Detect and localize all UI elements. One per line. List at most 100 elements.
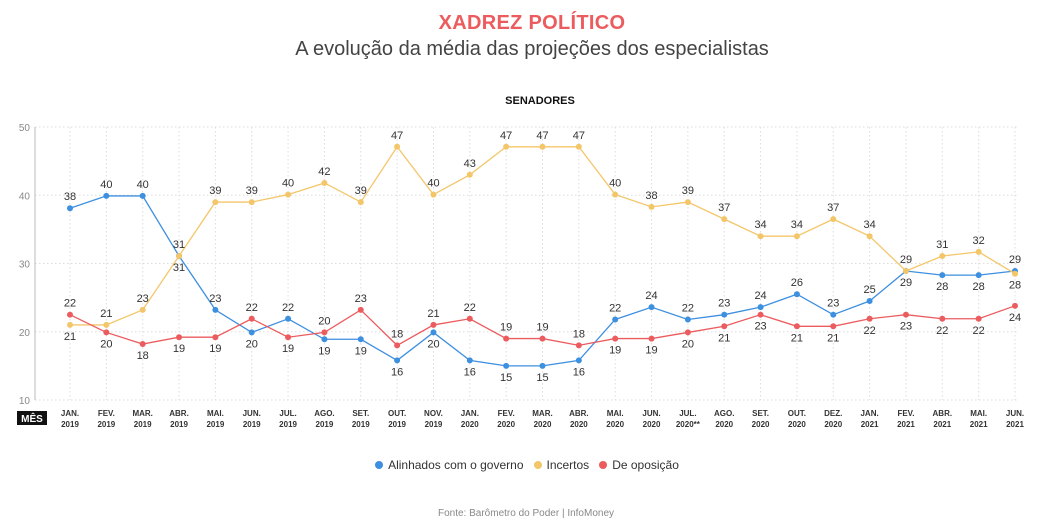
data-point-governo: [830, 311, 837, 318]
data-label-incertos: 43: [464, 158, 476, 170]
x-tick-label-year: 2020: [824, 420, 842, 429]
x-tick-label-year: 2020: [497, 420, 515, 429]
data-label-oposicao: 19: [282, 343, 294, 355]
x-tick-label-month: JAN.: [461, 409, 479, 418]
data-point-governo: [975, 272, 982, 279]
x-tick-label-year: 2021: [933, 420, 951, 429]
data-label-governo: 15: [536, 372, 548, 384]
data-point-incertos: [721, 216, 728, 223]
data-label-incertos: 39: [209, 185, 221, 197]
data-point-oposicao: [757, 311, 764, 318]
data-point-incertos: [394, 143, 401, 150]
data-point-governo: [793, 291, 800, 298]
x-tick-label-month: NOV.: [424, 409, 443, 418]
data-label-governo: 16: [573, 366, 585, 378]
data-label-oposicao: 20: [682, 338, 694, 350]
data-point-governo: [430, 329, 437, 336]
chart-title: XADREZ POLÍTICO: [438, 12, 626, 34]
data-point-oposicao: [139, 341, 146, 348]
data-point-governo: [357, 336, 364, 343]
x-tick-label-year: 2021: [970, 420, 988, 429]
x-tick-label-year: 2021: [861, 420, 879, 429]
data-label-incertos: 38: [645, 190, 657, 202]
x-tick-label-year: 2020: [461, 420, 479, 429]
data-point-oposicao: [394, 342, 401, 349]
data-point-oposicao: [103, 329, 110, 336]
data-label-governo: 40: [100, 179, 112, 191]
data-label-oposicao: 24: [1009, 312, 1021, 324]
data-label-incertos: 39: [682, 185, 694, 197]
data-point-governo: [103, 192, 110, 199]
data-point-incertos: [285, 191, 292, 198]
x-tick-label-month: JUN.: [1006, 409, 1024, 418]
data-label-oposicao: 20: [100, 338, 112, 350]
section-heading: SENADORES: [505, 95, 575, 107]
data-point-incertos: [612, 191, 619, 198]
data-point-incertos: [575, 143, 582, 150]
data-point-incertos: [103, 321, 110, 328]
data-point-governo: [721, 311, 728, 318]
data-point-governo: [139, 192, 146, 199]
x-tick-label-month: AGO.: [314, 409, 334, 418]
data-label-incertos: 21: [64, 331, 76, 343]
data-label-incertos: 47: [500, 130, 512, 142]
data-label-oposicao: 22: [246, 302, 258, 314]
data-label-governo: 24: [754, 290, 766, 302]
legend-item-oposicao: De oposição: [599, 458, 679, 472]
data-label-governo: 16: [391, 366, 403, 378]
x-tick-label-month: ABR.: [933, 409, 953, 418]
data-label-incertos: 34: [791, 219, 803, 231]
data-point-oposicao: [648, 335, 655, 342]
data-label-governo: 23: [827, 298, 839, 310]
data-point-incertos: [357, 199, 364, 206]
data-label-incertos: 40: [282, 178, 294, 190]
data-label-incertos: 29: [900, 277, 912, 289]
x-tick-label-month: FEV.: [897, 409, 914, 418]
data-point-oposicao: [902, 311, 909, 318]
data-label-incertos: 39: [246, 185, 258, 197]
y-tick-label: 10: [19, 396, 31, 407]
data-point-incertos: [539, 143, 546, 150]
data-label-incertos: 34: [754, 219, 766, 231]
data-point-governo: [648, 304, 655, 311]
data-point-governo: [866, 298, 873, 305]
data-label-incertos: 40: [427, 178, 439, 190]
data-point-governo: [248, 329, 255, 336]
data-label-oposicao: 23: [355, 293, 367, 305]
x-tick-label-year: 2020: [606, 420, 624, 429]
data-label-incertos: 39: [355, 185, 367, 197]
data-point-oposicao: [793, 323, 800, 330]
data-label-governo: 23: [718, 298, 730, 310]
x-tick-label-month: MAI.: [970, 409, 987, 418]
x-tick-label-year: 2020: [752, 420, 770, 429]
data-point-incertos: [975, 248, 982, 255]
data-point-incertos: [466, 171, 473, 178]
data-label-incertos: 21: [100, 308, 112, 320]
legend-marker-governo: [375, 461, 384, 469]
data-point-oposicao: [721, 323, 728, 330]
x-tick-label-month: JUL.: [279, 409, 296, 418]
data-point-governo: [503, 362, 510, 369]
data-point-governo: [757, 304, 764, 311]
data-label-oposicao: 22: [973, 325, 985, 337]
data-label-oposicao: 19: [645, 345, 657, 357]
data-point-governo: [67, 205, 73, 212]
data-label-governo: 40: [137, 179, 149, 191]
data-point-incertos: [939, 252, 946, 259]
data-point-oposicao: [866, 315, 873, 322]
data-point-governo: [394, 357, 401, 364]
data-point-incertos: [67, 321, 73, 328]
y-tick-label: 50: [19, 123, 31, 134]
data-label-oposicao: 20: [318, 315, 330, 327]
data-label-oposicao: 23: [754, 321, 766, 333]
data-label-incertos: 31: [173, 262, 185, 274]
x-tick-label-month: FEV.: [98, 409, 115, 418]
data-label-governo: 29: [900, 254, 912, 266]
x-tick-label-month: SET.: [752, 409, 769, 418]
x-tick-label-month: AGO.: [714, 409, 734, 418]
data-point-incertos: [1012, 270, 1018, 277]
data-label-governo: 31: [173, 239, 185, 251]
x-tick-label-year: 2019: [352, 420, 370, 429]
x-tick-label-year: 2019: [316, 420, 334, 429]
data-point-governo: [939, 272, 946, 279]
